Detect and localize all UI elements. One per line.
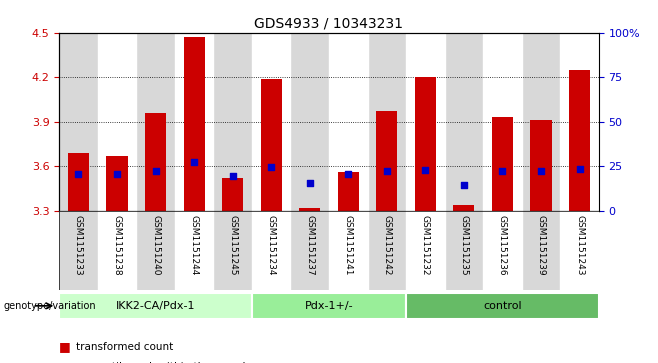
- Bar: [68, 153, 89, 211]
- Bar: [415, 77, 436, 211]
- Bar: [59, 211, 98, 290]
- Bar: [445, 211, 483, 290]
- Bar: [59, 293, 252, 319]
- Point: [228, 173, 238, 179]
- Bar: [406, 33, 445, 211]
- Bar: [445, 33, 483, 211]
- Bar: [222, 178, 243, 211]
- Text: GSM1151240: GSM1151240: [151, 215, 160, 275]
- Text: ■: ■: [59, 340, 71, 353]
- Bar: [213, 33, 252, 211]
- Bar: [290, 33, 329, 211]
- Bar: [107, 156, 128, 211]
- Bar: [376, 111, 397, 211]
- Bar: [213, 211, 252, 290]
- Bar: [560, 211, 599, 290]
- Bar: [406, 211, 445, 290]
- Bar: [530, 120, 551, 211]
- Text: GSM1151245: GSM1151245: [228, 215, 237, 275]
- Bar: [145, 113, 166, 211]
- Text: GSM1151234: GSM1151234: [266, 215, 276, 275]
- Point: [343, 171, 353, 177]
- Bar: [252, 33, 290, 211]
- Bar: [59, 33, 98, 211]
- Text: GSM1151238: GSM1151238: [113, 215, 122, 275]
- Point: [497, 168, 508, 174]
- Bar: [252, 293, 406, 319]
- Text: percentile rank within the sample: percentile rank within the sample: [76, 362, 251, 363]
- Text: GSM1151241: GSM1151241: [343, 215, 353, 275]
- Bar: [98, 33, 136, 211]
- Bar: [406, 293, 599, 319]
- Bar: [136, 211, 175, 290]
- Text: transformed count: transformed count: [76, 342, 173, 352]
- Point: [574, 166, 585, 172]
- Point: [150, 168, 161, 174]
- Point: [266, 164, 276, 170]
- Bar: [175, 33, 213, 211]
- Bar: [184, 37, 205, 211]
- Bar: [338, 172, 359, 211]
- Point: [73, 171, 84, 177]
- Text: ■: ■: [59, 360, 71, 363]
- Point: [305, 180, 315, 186]
- Point: [382, 168, 392, 174]
- Text: GSM1151242: GSM1151242: [382, 215, 392, 275]
- Text: GSM1151232: GSM1151232: [421, 215, 430, 275]
- Point: [536, 168, 546, 174]
- Text: control: control: [483, 301, 522, 311]
- Bar: [299, 208, 320, 211]
- Bar: [329, 211, 368, 290]
- Text: GSM1151237: GSM1151237: [305, 215, 315, 275]
- Bar: [483, 33, 522, 211]
- Bar: [560, 33, 599, 211]
- Bar: [522, 33, 560, 211]
- Bar: [453, 205, 474, 211]
- Point: [112, 171, 122, 177]
- Bar: [483, 211, 522, 290]
- Bar: [98, 211, 136, 290]
- Text: Pdx-1+/-: Pdx-1+/-: [305, 301, 353, 311]
- Bar: [175, 211, 213, 290]
- Bar: [368, 33, 406, 211]
- Point: [420, 167, 430, 173]
- Text: GSM1151236: GSM1151236: [498, 215, 507, 275]
- Bar: [569, 70, 590, 211]
- Text: GSM1151239: GSM1151239: [536, 215, 545, 275]
- Bar: [492, 117, 513, 211]
- Point: [189, 159, 199, 164]
- Title: GDS4933 / 10343231: GDS4933 / 10343231: [255, 16, 403, 30]
- Text: GSM1151233: GSM1151233: [74, 215, 83, 275]
- Text: GSM1151243: GSM1151243: [575, 215, 584, 275]
- Point: [459, 182, 469, 188]
- Bar: [329, 33, 368, 211]
- Bar: [261, 79, 282, 211]
- Text: GSM1151235: GSM1151235: [459, 215, 468, 275]
- Bar: [368, 211, 406, 290]
- Text: genotype/variation: genotype/variation: [3, 301, 96, 311]
- Bar: [252, 211, 290, 290]
- Bar: [522, 211, 560, 290]
- Text: GSM1151244: GSM1151244: [190, 215, 199, 275]
- Bar: [136, 33, 175, 211]
- Bar: [290, 211, 329, 290]
- Text: IKK2-CA/Pdx-1: IKK2-CA/Pdx-1: [116, 301, 195, 311]
